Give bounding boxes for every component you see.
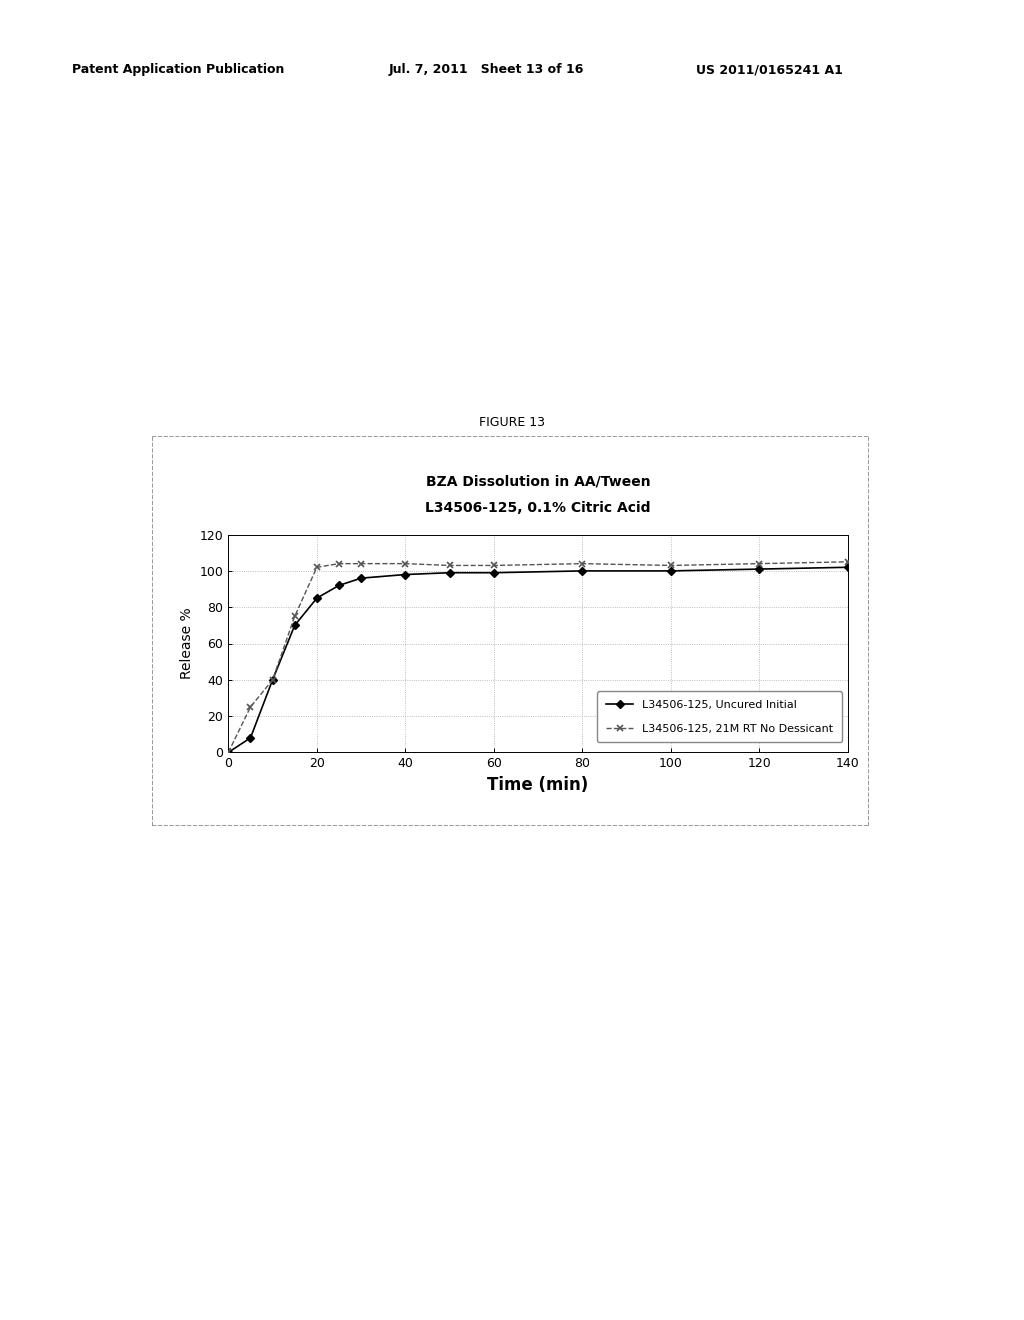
Text: Patent Application Publication: Patent Application Publication — [72, 63, 284, 77]
Text: BZA Dissolution in AA/Tween: BZA Dissolution in AA/Tween — [426, 474, 650, 488]
Text: US 2011/0165241 A1: US 2011/0165241 A1 — [696, 63, 843, 77]
Text: Jul. 7, 2011   Sheet 13 of 16: Jul. 7, 2011 Sheet 13 of 16 — [389, 63, 585, 77]
Text: L34506-125, 0.1% Citric Acid: L34506-125, 0.1% Citric Acid — [425, 500, 651, 515]
Legend: L34506-125, Uncured Initial, L34506-125, 21M RT No Dessicant: L34506-125, Uncured Initial, L34506-125,… — [597, 692, 843, 742]
Y-axis label: Release %: Release % — [180, 607, 195, 680]
X-axis label: Time (min): Time (min) — [487, 776, 589, 793]
Text: FIGURE 13: FIGURE 13 — [479, 416, 545, 429]
